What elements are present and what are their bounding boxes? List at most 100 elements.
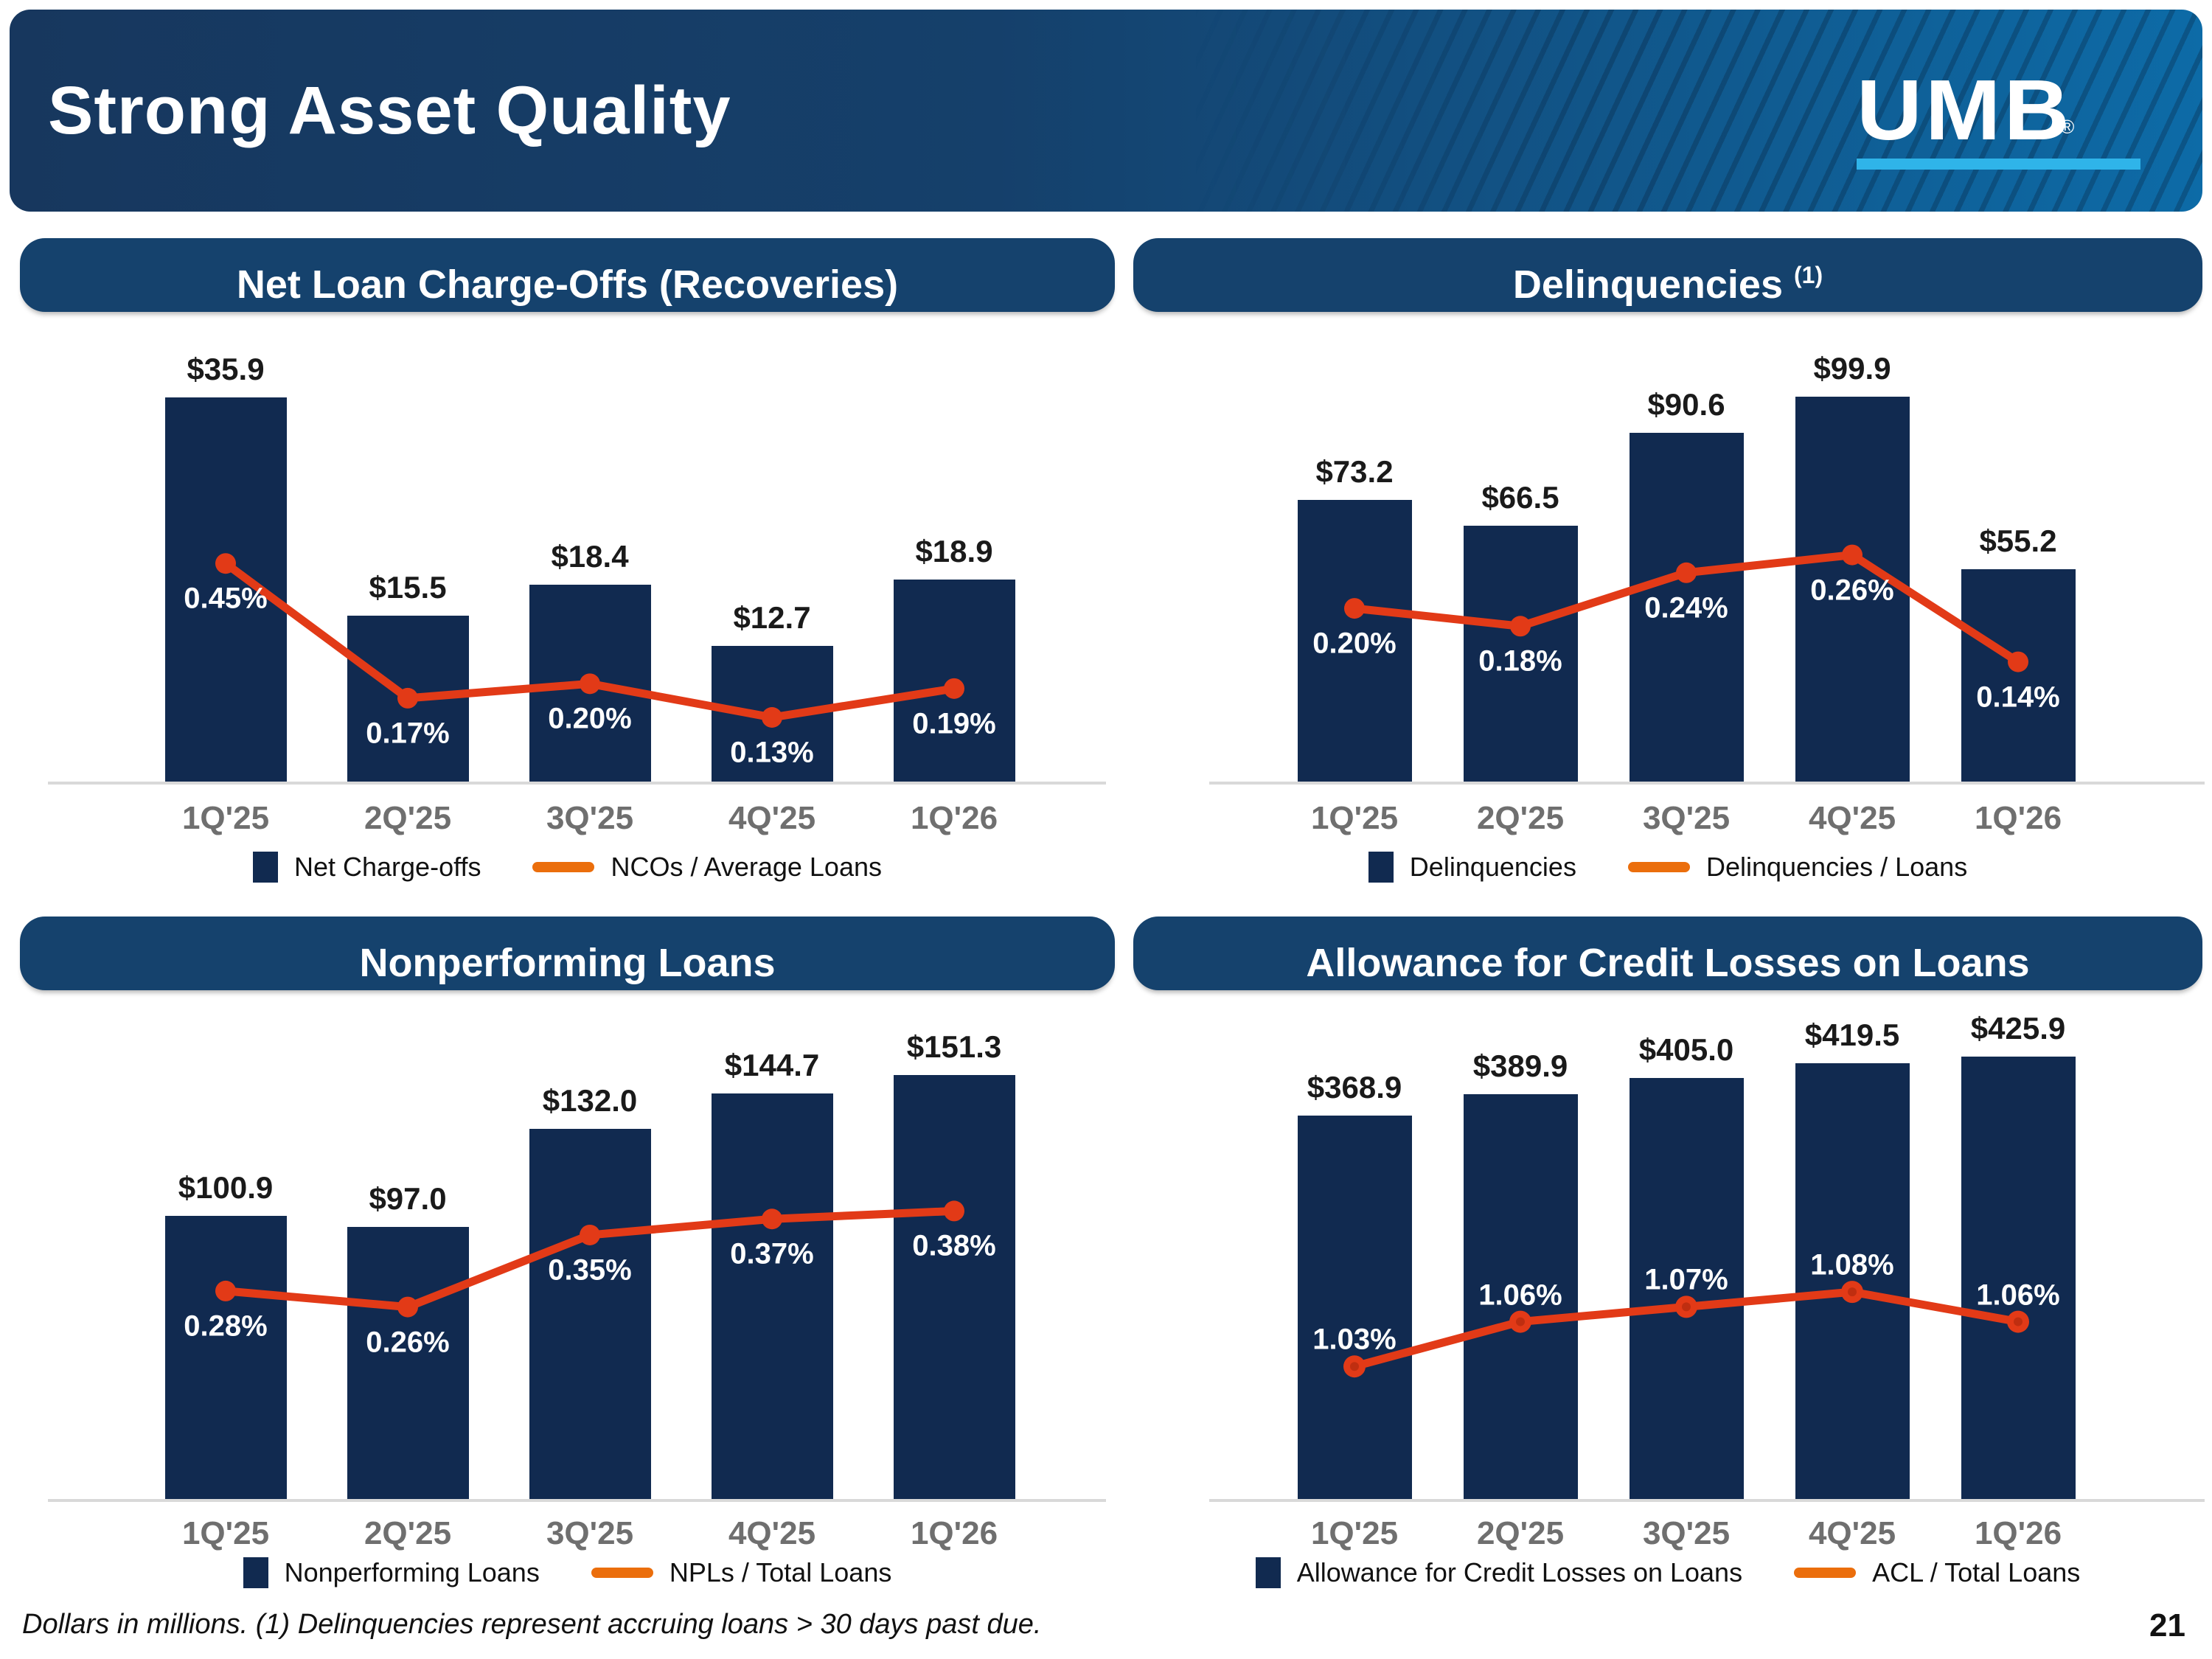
registered-trademark-icon: ® — [2060, 116, 2075, 138]
line-legend-label: NCOs / Average Loans — [611, 852, 882, 882]
legend-item-line: NPLs / Total Loans — [591, 1557, 892, 1588]
line-value-label: 0.19% — [912, 707, 996, 740]
x-axis-label: 4Q'25 — [1808, 1515, 1896, 1551]
bar-value-label: $419.5 — [1804, 1017, 1900, 1052]
x-axis-label: 2Q'25 — [1476, 1515, 1565, 1551]
trend-line — [215, 1200, 964, 1318]
x-axis-labels: 1Q'25 2Q'25 3Q'25 4Q'25 1Q'26 — [48, 800, 1106, 838]
line-value-label: 1.06% — [1478, 1279, 1562, 1312]
chart-nonperforming-loans: Nonperforming Loans $100.9 0.28% $97.0 0.26… — [20, 0, 1115, 1659]
line-legend-swatch — [1627, 862, 1690, 872]
x-axis-labels: 1Q'25 2Q'25 3Q'25 4Q'25 1Q'26 — [1209, 1515, 2205, 1554]
bar-value-label: $425.9 — [1970, 1010, 2066, 1046]
bar-1q25 — [164, 1216, 287, 1499]
legend-item-bar: Net Charge-offs — [252, 852, 481, 883]
x-axis-label: 1Q'25 — [181, 1515, 270, 1551]
bar-3q25 — [529, 1128, 651, 1499]
bar-legend-swatch — [243, 1557, 268, 1588]
chart-title: Net Loan Charge-Offs (Recoveries) — [236, 262, 899, 307]
bar-1q25 — [1297, 1116, 1412, 1499]
bar-value-label: $100.9 — [178, 1170, 274, 1206]
x-axis-label: 3Q'25 — [1642, 1515, 1731, 1551]
x-axis-label: 1Q'26 — [910, 800, 998, 836]
x-axis-label: 1Q'26 — [910, 1515, 998, 1551]
line-value-label: 0.17% — [366, 717, 450, 750]
x-axis-labels: 1Q'25 2Q'25 3Q'25 4Q'25 1Q'26 — [1209, 800, 2205, 838]
legend-item-line: Delinquencies / Loans — [1627, 852, 1968, 883]
x-axis-label: 2Q'25 — [364, 800, 452, 836]
bar-value-label: $55.2 — [1979, 523, 2057, 558]
chart-title-superscript: (1) — [1794, 262, 1823, 288]
legend-item-line: ACL / Total Loans — [1794, 1557, 2080, 1588]
line-value-label: 0.26% — [366, 1326, 450, 1359]
page-title: Strong Asset Quality — [48, 73, 731, 148]
line-legend-label: Delinquencies / Loans — [1705, 852, 1968, 882]
x-axis-label: 2Q'25 — [364, 1515, 452, 1551]
chart-title-banner: Delinquencies (1) — [1133, 238, 2202, 312]
bar-4q25 — [711, 1093, 833, 1499]
chart-plot: $35.9 0.45% $15.5 0.17% $18.4 0.20% $12.7 0.13%… — [48, 352, 1106, 785]
bar-2q25 — [1463, 525, 1578, 782]
umb-logo-text: UMB — [1857, 62, 2073, 158]
line-value-label: 1.07% — [1644, 1263, 1728, 1296]
bar-1q26 — [1961, 1056, 2076, 1499]
bar-legend-swatch — [1255, 1557, 1281, 1588]
bar-1q26 — [893, 1074, 1015, 1499]
line-value-label: 1.06% — [1976, 1279, 2060, 1312]
bar-4q25 — [1795, 397, 1910, 782]
x-axis-label: 4Q'25 — [728, 800, 816, 836]
page-number: 21 — [2149, 1607, 2185, 1644]
chart-net-loan-charge-offs: Net Loan Charge-Offs (Recoveries) $35.9 0… — [20, 0, 1115, 1659]
bar-value-label: $18.9 — [915, 533, 993, 568]
chart-plot: $368.9 1.03% $389.9 1.06% $405.0 1.07% $419.5 1… — [1209, 1011, 2205, 1502]
chart-title: Delinquencies — [1512, 262, 1783, 307]
bar-2q25 — [1463, 1093, 1578, 1499]
bar-legend-swatch — [252, 852, 278, 883]
line-legend-swatch — [1794, 1568, 1857, 1578]
chart-legend: Net Charge-offs NCOs / Average Loans — [20, 852, 1115, 883]
trend-line — [1344, 544, 2028, 672]
chart-delinquencies: Delinquencies (1) $73.2 0.20% $66.5 0.18% $9… — [1133, 0, 2205, 1659]
bar-value-label: $18.4 — [551, 539, 629, 574]
trend-line — [215, 553, 964, 728]
footnote: Dollars in millions. (1) Delinquencies r… — [22, 1609, 1042, 1640]
x-axis-label: 1Q'26 — [1974, 1515, 2062, 1551]
line-value-label: 1.03% — [1312, 1323, 1397, 1356]
x-axis-label: 3Q'25 — [1642, 800, 1731, 836]
umb-logo: UMB® — [1857, 67, 2140, 170]
bar-3q25 — [1629, 432, 1744, 782]
line-value-label: 0.14% — [1976, 681, 2060, 714]
bar-value-label: $132.0 — [542, 1082, 638, 1118]
bar-legend-label: Nonperforming Loans — [284, 1557, 540, 1587]
bar-value-label: $144.7 — [724, 1047, 820, 1082]
bar-legend-label: Net Charge-offs — [293, 852, 481, 882]
bar-value-label: $97.0 — [369, 1181, 447, 1217]
line-value-label: 0.37% — [730, 1237, 814, 1270]
chart-title: Allowance for Credit Losses on Loans — [1306, 941, 2030, 985]
bar-value-label: $73.2 — [1315, 453, 1394, 489]
legend-item-bar: Nonperforming Loans — [243, 1557, 540, 1588]
line-value-label: 0.38% — [912, 1229, 996, 1262]
x-axis-label: 1Q'25 — [181, 800, 270, 836]
bar-value-label: $151.3 — [906, 1029, 1002, 1064]
x-axis-label: 1Q'25 — [1310, 1515, 1399, 1551]
chart-title-banner: Nonperforming Loans — [20, 917, 1115, 990]
x-axis-label: 3Q'25 — [546, 800, 634, 836]
bar-legend-label: Delinquencies — [1409, 852, 1576, 882]
bar-value-label: $66.5 — [1481, 479, 1559, 515]
bar-3q25 — [1629, 1078, 1744, 1499]
bar-value-label: $15.5 — [369, 570, 447, 605]
bar-legend-label: Allowance for Credit Losses on Loans — [1296, 1557, 1743, 1587]
chart-allowance-for-credit-losses: Allowance for Credit Losses on Loans $36… — [1133, 0, 2205, 1659]
bar-value-label: $389.9 — [1472, 1048, 1568, 1083]
chart-legend: Delinquencies Delinquencies / Loans — [1133, 852, 2202, 883]
bar-value-label: $90.6 — [1647, 386, 1725, 422]
x-axis-label: 3Q'25 — [546, 1515, 634, 1551]
line-value-label: 0.20% — [548, 702, 632, 735]
x-axis-label: 1Q'25 — [1310, 800, 1399, 836]
bar-value-label: $99.9 — [1813, 351, 1891, 386]
line-legend-label: NPLs / Total Loans — [669, 1557, 892, 1587]
line-value-label: 0.26% — [1810, 574, 1894, 607]
chart-legend: Allowance for Credit Losses on Loans ACL… — [1133, 1557, 2202, 1588]
